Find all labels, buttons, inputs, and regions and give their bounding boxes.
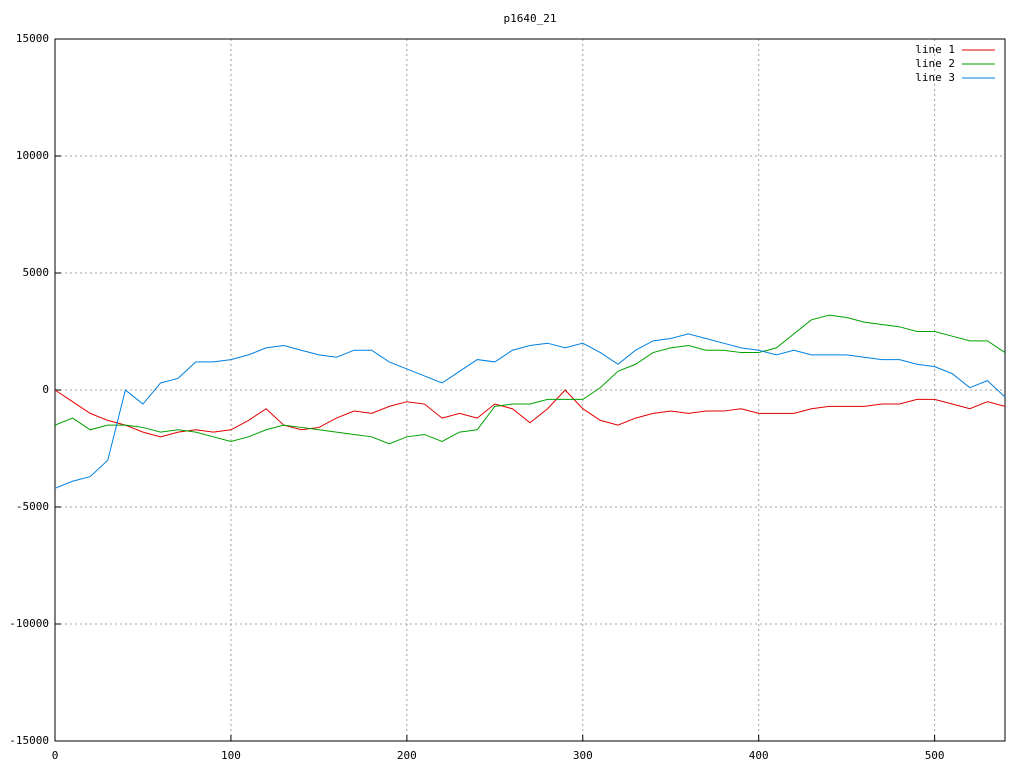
y-tick-label: 15000 [16,32,49,45]
y-tick-label: 5000 [23,266,50,279]
legend-label: line 1 [915,43,955,56]
x-tick-label: 500 [925,749,945,762]
legend-label: line 2 [915,57,955,70]
y-tick-label: -5000 [16,500,49,513]
x-tick-label: 100 [221,749,241,762]
y-tick-label: -10000 [9,617,49,630]
data-line [54,314,1006,445]
chart-title: p1640_21 [504,12,557,25]
x-tick-label: 400 [749,749,769,762]
x-tick-label: 0 [52,749,59,762]
y-tick-label: 10000 [16,149,49,162]
y-tick-label: 0 [42,383,49,396]
data-line [54,333,1006,489]
x-tick-label: 300 [573,749,593,762]
legend-label: line 3 [915,71,955,84]
x-tick-label: 200 [397,749,417,762]
data-line [54,389,1006,438]
y-tick-label: -15000 [9,734,49,747]
